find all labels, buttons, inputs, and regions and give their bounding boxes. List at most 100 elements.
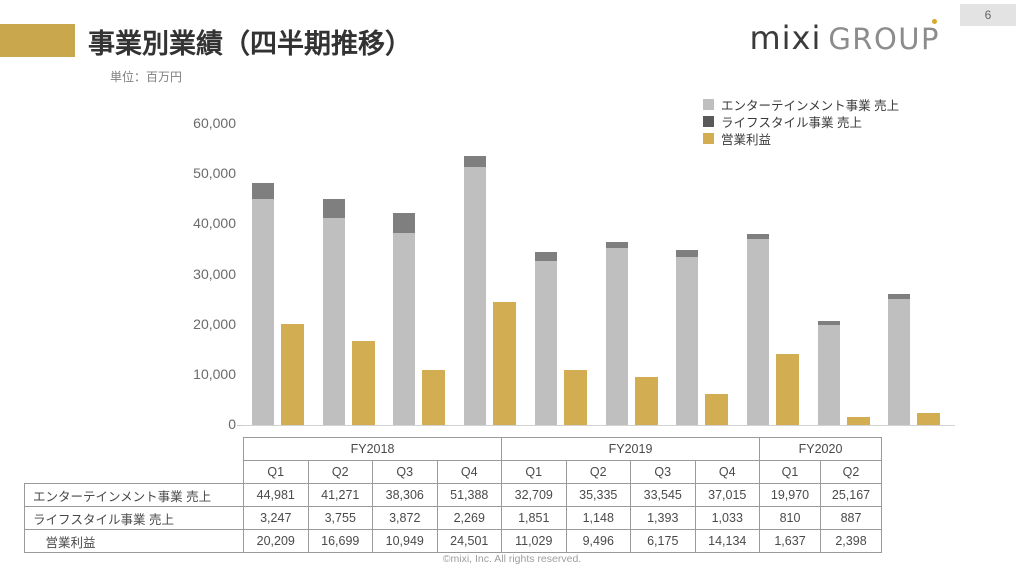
- bar-operating-profit: [422, 370, 446, 425]
- bar-entertainment-sales: [464, 167, 487, 425]
- y-axis-tick-label: 0: [228, 416, 236, 432]
- table-row-label: ライフスタイル事業 売上: [24, 506, 244, 530]
- legend-item-label: ライフスタイル事業 売上: [721, 116, 862, 130]
- y-axis-tick-label: 10,000: [193, 365, 236, 382]
- table-group-header-row: FY2018 FY2019 FY2020: [25, 437, 882, 461]
- bar-lifestyle-sales: [676, 249, 699, 257]
- bar-operating-profit: [705, 394, 729, 425]
- x-axis-baseline: [243, 425, 955, 426]
- table-cell-value: 11,029: [501, 529, 567, 553]
- operating-profit-swatch: [703, 133, 714, 144]
- table-quarter-header: Q4: [694, 460, 760, 484]
- table-cell-value: 20,209: [243, 529, 309, 553]
- table-body: エンターテインメント事業 売上 44,981 41,271 38,306 51,388 3…: [24, 483, 882, 553]
- bar-entertainment-sales: [817, 324, 840, 425]
- table-cell-value: 2,398: [820, 529, 882, 553]
- table-cell-value: 9,496: [565, 529, 631, 553]
- table-cell-value: 51,388: [436, 483, 502, 507]
- table-cell-value: 33,545: [630, 483, 696, 507]
- entertainment-swatch: [703, 99, 714, 110]
- bar-lifestyle-sales: [746, 234, 769, 240]
- bar-operating-profit: [351, 341, 375, 425]
- bar-entertainment-sales: [322, 217, 345, 425]
- y-axis-zero-tick: [237, 425, 243, 426]
- table-cell-value: 1,393: [630, 506, 696, 530]
- bar-lifestyle-sales: [322, 199, 345, 218]
- legend-item: エンターテインメント事業 売上: [703, 96, 899, 113]
- table-quarter-header: Q1: [501, 460, 567, 484]
- bar-operating-profit: [563, 369, 587, 425]
- table-quarter-header: Q2: [820, 460, 882, 484]
- bar-operating-profit: [634, 377, 658, 425]
- page-title: 事業別業績（四半期推移）: [88, 29, 412, 59]
- bar-operating-profit: [775, 354, 799, 425]
- bar-entertainment-sales: [746, 239, 769, 425]
- table-cell-value: 6,175: [630, 529, 696, 553]
- legend-item-label: 営業利益: [721, 133, 772, 147]
- table-row-label: エンターテインメント事業 売上: [24, 483, 244, 507]
- bar-entertainment-sales: [534, 260, 557, 425]
- table-quarter-header: Q3: [372, 460, 438, 484]
- table-cell-value: 16,699: [307, 529, 373, 553]
- mixi-group-logo: mixi GROUP: [749, 19, 940, 57]
- table-quarter-header: Q1: [759, 460, 821, 484]
- table-cell-value: 38,306: [372, 483, 438, 507]
- table-cell-value: 10,949: [372, 529, 438, 553]
- table-corner-blank: [25, 438, 244, 461]
- unit-note: 単位：百万円: [110, 70, 183, 84]
- table-cell-value: 810: [759, 506, 821, 530]
- bar-lifestyle-sales: [393, 213, 416, 233]
- logo-mixi-text: mixi: [749, 19, 822, 57]
- table-cell-value: 32,709: [501, 483, 567, 507]
- legend-item: 営業利益: [703, 130, 899, 147]
- bar-entertainment-sales: [393, 232, 416, 425]
- table-fiscal-year-header: FY2020: [759, 437, 882, 461]
- table-cell-value: 1,851: [501, 506, 567, 530]
- table-quarter-header-row: Q1 Q2 Q3 Q4 Q1 Q2 Q3 Q4 Q1 Q2: [25, 460, 882, 484]
- table-cell-value: 14,134: [694, 529, 760, 553]
- table-cell-value: 3,247: [243, 506, 309, 530]
- bar-entertainment-sales: [252, 199, 274, 425]
- table-cell-value: 19,970: [759, 483, 821, 507]
- table-cell-value: 887: [820, 506, 882, 530]
- quarterly-results-table: FY2018 FY2019 FY2020 Q1 Q2 Q3 Q4 Q1 Q2 Q3 Q4 Q1 Q2 …: [24, 437, 882, 553]
- legend-item: ライフスタイル事業 売上: [703, 113, 899, 130]
- table-cell-value: 24,501: [436, 529, 502, 553]
- y-axis-tick-label: 30,000: [193, 265, 236, 282]
- table-cell-value: 25,167: [820, 483, 882, 507]
- y-axis-tick-label: 40,000: [193, 215, 236, 232]
- bar-lifestyle-sales: [605, 241, 628, 248]
- y-axis-tick-label: 20,000: [193, 315, 236, 332]
- page-number-badge: 6: [960, 4, 1016, 26]
- table-cell-value: 35,335: [565, 483, 631, 507]
- bar-lifestyle-sales: [464, 155, 487, 168]
- logo-group-text: GROUP: [828, 22, 940, 56]
- y-axis-tick-label: 60,000: [193, 115, 236, 131]
- table-quarter-header: Q4: [436, 460, 502, 484]
- chart-legend: エンターテインメント事業 売上 ライフスタイル事業 売上 営業利益: [703, 96, 899, 147]
- table-corner-blank: [25, 461, 244, 484]
- table-cell-value: 44,981: [243, 483, 309, 507]
- table-cell-value: 2,269: [436, 506, 502, 530]
- y-axis-tick-label: 50,000: [193, 165, 236, 182]
- table-cell-value: 37,015: [694, 483, 760, 507]
- bar-entertainment-sales: [888, 298, 911, 425]
- table-head: FY2018 FY2019 FY2020 Q1 Q2 Q3 Q4 Q1 Q2 Q3 Q4 Q1 Q2: [25, 437, 882, 484]
- bar-operating-profit: [846, 416, 870, 425]
- table-cell-value: 41,271: [307, 483, 373, 507]
- table-quarter-header: Q2: [565, 460, 631, 484]
- table-cell-value: 1,148: [565, 506, 631, 530]
- bar-operating-profit: [917, 412, 941, 425]
- table-cell-value: 3,755: [307, 506, 373, 530]
- lifestyle-swatch: [703, 116, 714, 127]
- table-quarter-header: Q2: [307, 460, 373, 484]
- legend-item-label: エンターテインメント事業 売上: [721, 99, 900, 113]
- bar-operating-profit: [493, 302, 517, 425]
- bar-entertainment-sales: [676, 256, 699, 425]
- table-fiscal-year-header: FY2018: [243, 437, 502, 461]
- table-quarter-header: Q3: [630, 460, 696, 484]
- bar-entertainment-sales: [605, 247, 628, 425]
- bar-operating-profit: [281, 323, 304, 425]
- title-accent-bar: [0, 24, 75, 57]
